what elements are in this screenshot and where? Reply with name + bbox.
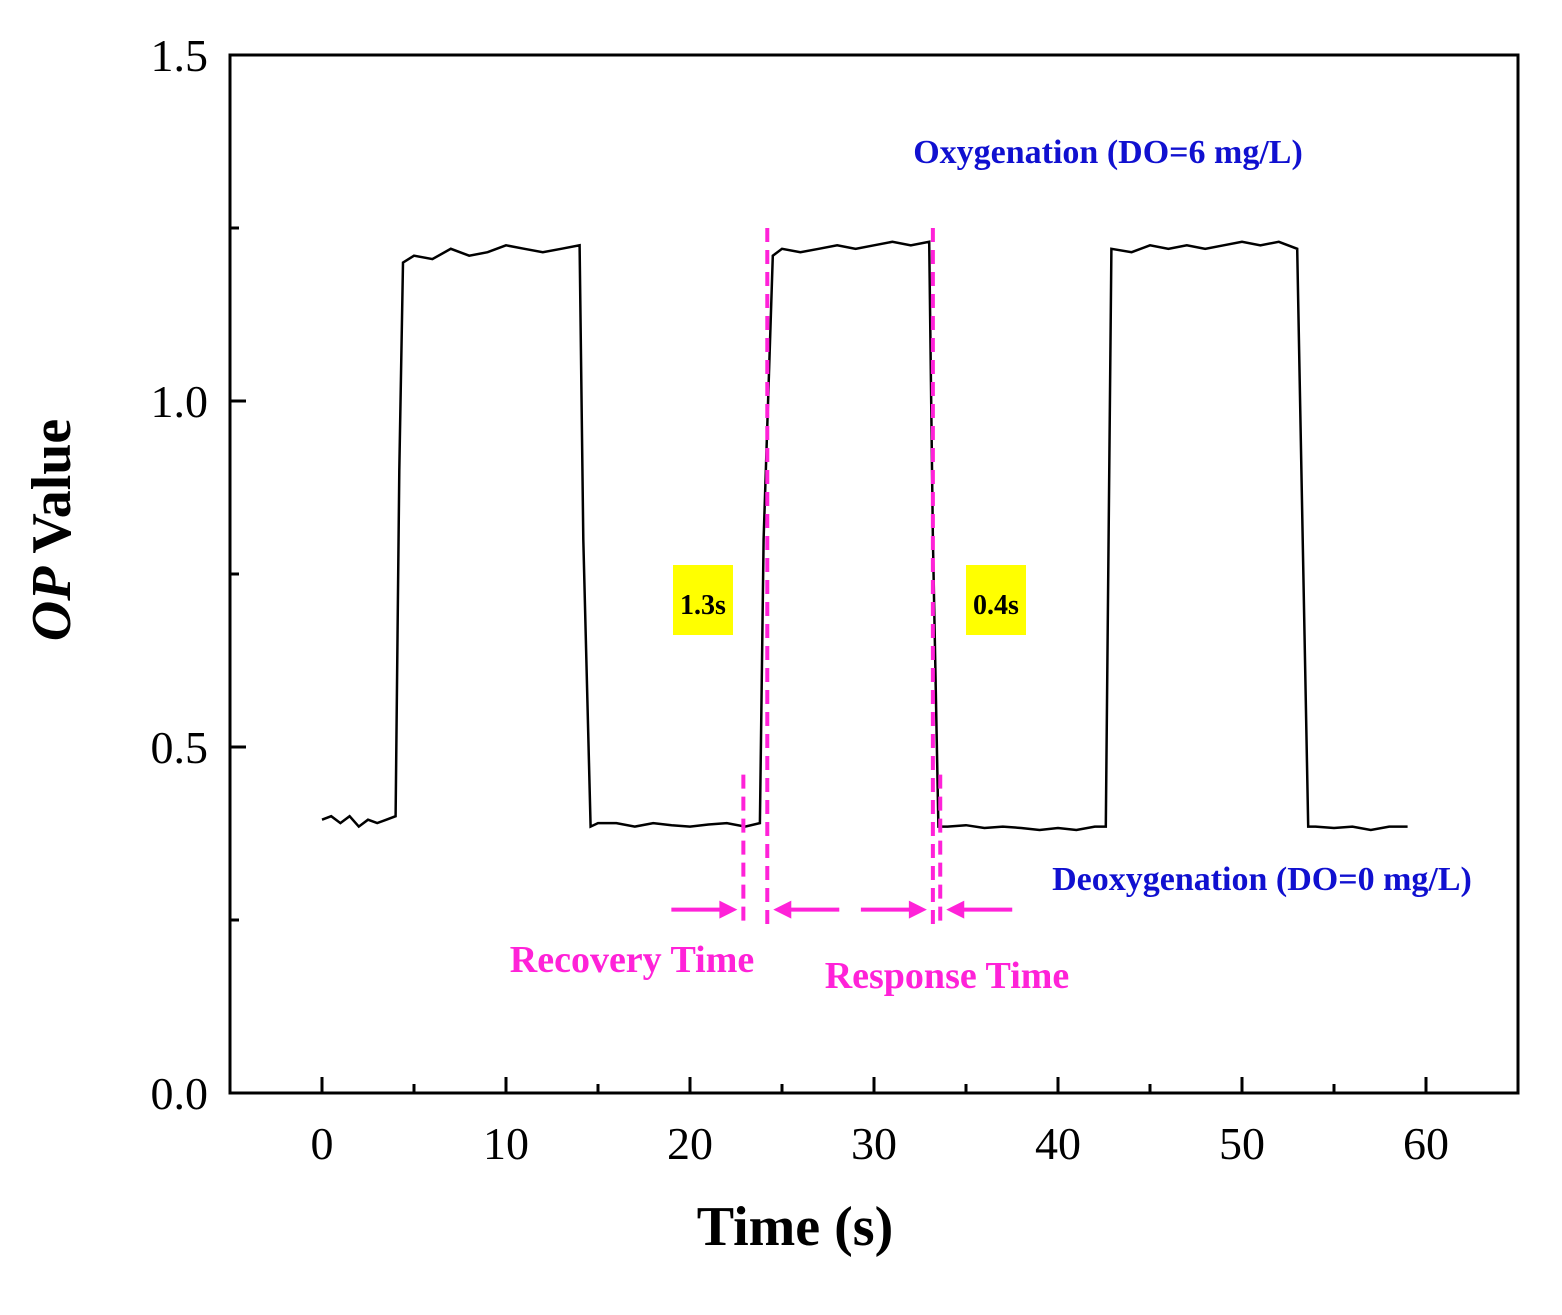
annotation-guides (671, 228, 1013, 927)
y-axis-title: OP Value (21, 419, 83, 642)
y-axis-title-rest: Value (21, 419, 83, 567)
response-arrow-left-head (908, 900, 927, 919)
recovery-value-highlight (673, 565, 733, 635)
x-axis-title: Time (s) (697, 1196, 894, 1258)
x-tick-label: 20 (667, 1118, 713, 1169)
y-axis-title-italic: OP (21, 566, 83, 641)
x-tick-label: 10 (483, 1118, 529, 1169)
series-line-op (321, 240, 1408, 832)
recovery-value-label: 1.3s (680, 590, 726, 621)
x-tick-label: 30 (851, 1118, 897, 1169)
recovery-arrow-left-head (719, 900, 738, 919)
deoxygenation-annotation: Deoxygenation (DO=0 mg/L) (1052, 861, 1472, 898)
response-arrow-right-head (946, 900, 965, 919)
x-tick-label: 0 (311, 1118, 334, 1169)
recovery-arrow-right-head (773, 900, 792, 919)
plot-frame (228, 53, 1520, 1095)
y-tick-label: 1.5 (151, 30, 209, 81)
x-tick-label: 50 (1219, 1118, 1265, 1169)
y-tick-label: 1.0 (151, 376, 209, 427)
x-tick-label: 60 (1403, 1118, 1449, 1169)
response-value-highlight (966, 565, 1026, 635)
y-tick-label: 0.5 (151, 722, 209, 773)
response-value-label: 0.4s (973, 590, 1019, 621)
recovery-time-label: Recovery Time (510, 939, 754, 981)
oxygenation-annotation: Oxygenation (DO=6 mg/L) (913, 134, 1303, 171)
response-time-label: Response Time (825, 955, 1070, 997)
y-tick-label: 0.0 (151, 1068, 209, 1119)
x-axis: 0 10 20 30 40 50 60 (311, 1077, 1449, 1169)
y-axis: 0.0 0.5 1.0 1.5 (151, 30, 246, 1119)
x-tick-label: 40 (1035, 1118, 1081, 1169)
